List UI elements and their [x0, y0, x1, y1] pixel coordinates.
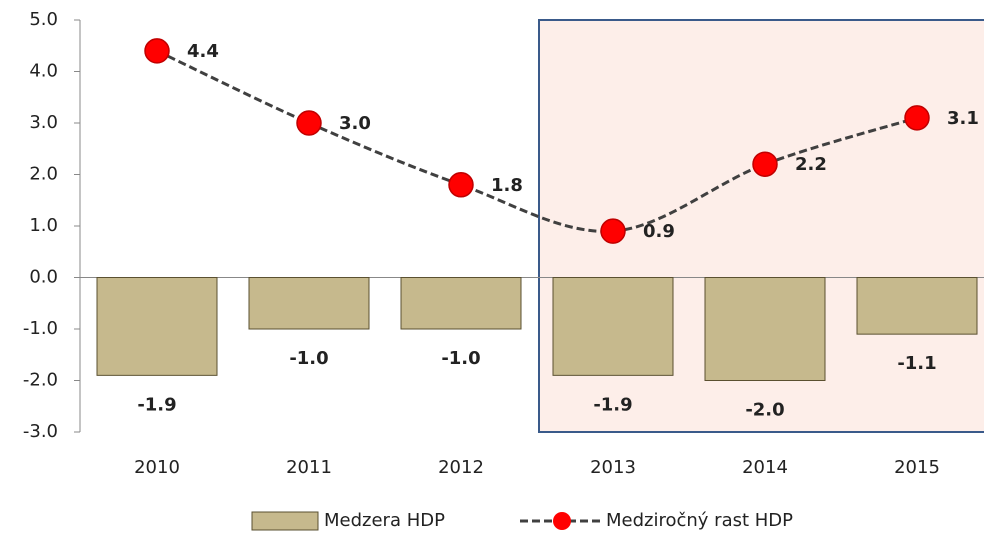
legend-label: Medzera HDP [324, 510, 445, 531]
y-tick-label: -1.0 [23, 318, 58, 339]
point-label: 2.2 [795, 154, 827, 175]
point-label: 1.8 [491, 175, 523, 196]
y-tick-label: 0.0 [29, 267, 58, 288]
legend-marker [553, 512, 571, 530]
marker [600, 218, 626, 244]
y-tick-label: 1.0 [29, 215, 58, 236]
point-label: 3.0 [339, 113, 371, 134]
bar [400, 277, 522, 330]
legend-swatch [251, 511, 319, 531]
x-tick-label: 2010 [134, 457, 180, 478]
bar-label: -2.0 [745, 400, 784, 421]
bar-label: -1.0 [441, 348, 480, 369]
x-tick-label: 2012 [438, 457, 484, 478]
x-tick-label: 2013 [590, 457, 636, 478]
marker [752, 151, 778, 177]
y-tick-label: 4.0 [29, 61, 58, 82]
bar-label: -1.0 [289, 348, 328, 369]
x-tick-label: 2011 [286, 457, 332, 478]
point-label: 4.4 [187, 41, 219, 62]
line [156, 49, 918, 233]
marker [448, 172, 474, 198]
marker [296, 110, 322, 136]
legend-label: Medziročný rast HDP [606, 510, 793, 531]
bar-label: -1.9 [593, 394, 632, 415]
bar [248, 277, 370, 330]
bar-label: -1.9 [137, 394, 176, 415]
y-tick-label: 3.0 [29, 112, 58, 133]
y-tick-label: 5.0 [29, 9, 58, 30]
bar [96, 277, 218, 376]
marker [904, 105, 930, 131]
bar [552, 277, 674, 376]
point-label: 3.1 [947, 108, 979, 129]
marker [144, 38, 170, 64]
y-tick-label: -3.0 [23, 421, 58, 442]
y-tick-label: 2.0 [29, 164, 58, 185]
bar-label: -1.1 [897, 353, 936, 374]
x-tick-label: 2014 [742, 457, 788, 478]
bar [704, 277, 826, 381]
x-tick-label: 2015 [894, 457, 940, 478]
y-tick-label: -2.0 [23, 370, 58, 391]
point-label: 0.9 [643, 221, 675, 242]
bar [856, 277, 978, 335]
